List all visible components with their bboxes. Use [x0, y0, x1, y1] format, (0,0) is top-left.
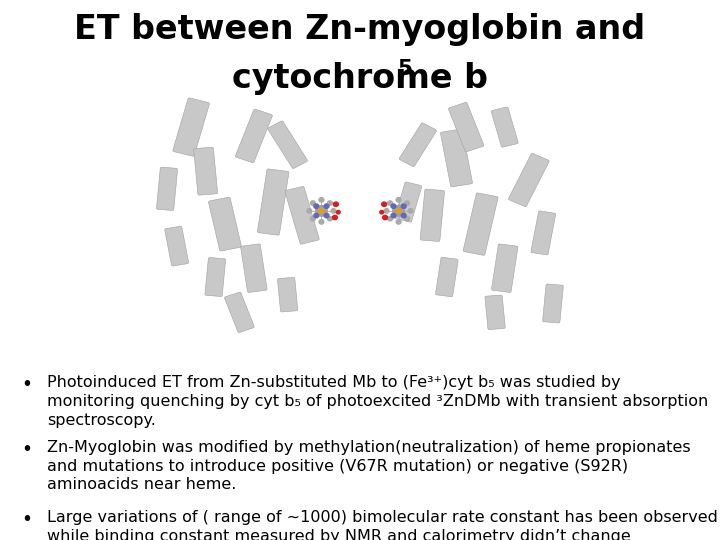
- FancyBboxPatch shape: [508, 153, 549, 207]
- FancyBboxPatch shape: [492, 244, 518, 293]
- FancyBboxPatch shape: [173, 98, 210, 156]
- Text: •: •: [22, 375, 32, 394]
- FancyBboxPatch shape: [463, 193, 498, 255]
- FancyBboxPatch shape: [441, 129, 472, 187]
- Circle shape: [319, 198, 324, 202]
- Circle shape: [401, 213, 406, 218]
- Circle shape: [393, 206, 405, 216]
- FancyBboxPatch shape: [531, 211, 556, 255]
- FancyBboxPatch shape: [268, 121, 307, 168]
- Text: ET between Zn-myoglobin and: ET between Zn-myoglobin and: [74, 14, 646, 46]
- Circle shape: [319, 220, 324, 224]
- Circle shape: [333, 202, 338, 206]
- Circle shape: [401, 204, 406, 208]
- Circle shape: [324, 204, 329, 208]
- Circle shape: [318, 208, 324, 213]
- Circle shape: [408, 208, 413, 213]
- Circle shape: [382, 215, 387, 220]
- FancyBboxPatch shape: [285, 186, 319, 244]
- Circle shape: [336, 211, 341, 214]
- Circle shape: [328, 201, 333, 205]
- Text: •: •: [22, 510, 32, 529]
- Circle shape: [331, 208, 336, 213]
- Text: Photoinduced ET from Zn-substituted Mb to (Fe³⁺)cyt b₅ was studied by
monitoring: Photoinduced ET from Zn-substituted Mb t…: [47, 375, 708, 428]
- Text: •: •: [22, 440, 32, 459]
- FancyBboxPatch shape: [449, 103, 484, 152]
- FancyBboxPatch shape: [240, 244, 267, 293]
- Circle shape: [405, 217, 410, 221]
- Circle shape: [396, 220, 401, 224]
- FancyBboxPatch shape: [194, 147, 217, 195]
- Circle shape: [315, 206, 327, 216]
- Circle shape: [379, 211, 384, 214]
- Circle shape: [314, 204, 319, 208]
- FancyBboxPatch shape: [156, 167, 178, 211]
- FancyBboxPatch shape: [395, 182, 422, 222]
- Text: 5: 5: [398, 59, 413, 79]
- FancyBboxPatch shape: [485, 295, 505, 329]
- Circle shape: [384, 208, 389, 213]
- Circle shape: [307, 208, 312, 213]
- FancyBboxPatch shape: [420, 189, 444, 241]
- FancyBboxPatch shape: [225, 292, 254, 333]
- Circle shape: [387, 217, 392, 221]
- FancyBboxPatch shape: [165, 226, 189, 266]
- Circle shape: [333, 215, 338, 220]
- Circle shape: [391, 213, 396, 218]
- Circle shape: [314, 213, 319, 218]
- Circle shape: [310, 217, 315, 221]
- FancyBboxPatch shape: [543, 284, 563, 323]
- FancyBboxPatch shape: [209, 197, 241, 251]
- FancyBboxPatch shape: [235, 109, 272, 163]
- FancyBboxPatch shape: [400, 123, 436, 167]
- Circle shape: [396, 208, 402, 213]
- Circle shape: [328, 217, 333, 221]
- Circle shape: [324, 213, 329, 218]
- Text: Large variations of ( range of ~1000) bimolecular rate constant has been observe: Large variations of ( range of ~1000) bi…: [47, 510, 718, 540]
- FancyBboxPatch shape: [205, 258, 225, 296]
- Text: cytochrome b: cytochrome b: [232, 62, 488, 95]
- Circle shape: [310, 201, 315, 205]
- FancyBboxPatch shape: [277, 278, 298, 312]
- Circle shape: [387, 201, 392, 205]
- Circle shape: [396, 198, 401, 202]
- Text: Zn-Myoglobin was modified by methylation(neutralization) of heme propionates
and: Zn-Myoglobin was modified by methylation…: [47, 440, 690, 492]
- FancyBboxPatch shape: [491, 107, 518, 147]
- Circle shape: [382, 202, 387, 206]
- Circle shape: [391, 204, 396, 208]
- Circle shape: [405, 201, 410, 205]
- FancyBboxPatch shape: [436, 257, 458, 297]
- FancyBboxPatch shape: [258, 169, 289, 235]
